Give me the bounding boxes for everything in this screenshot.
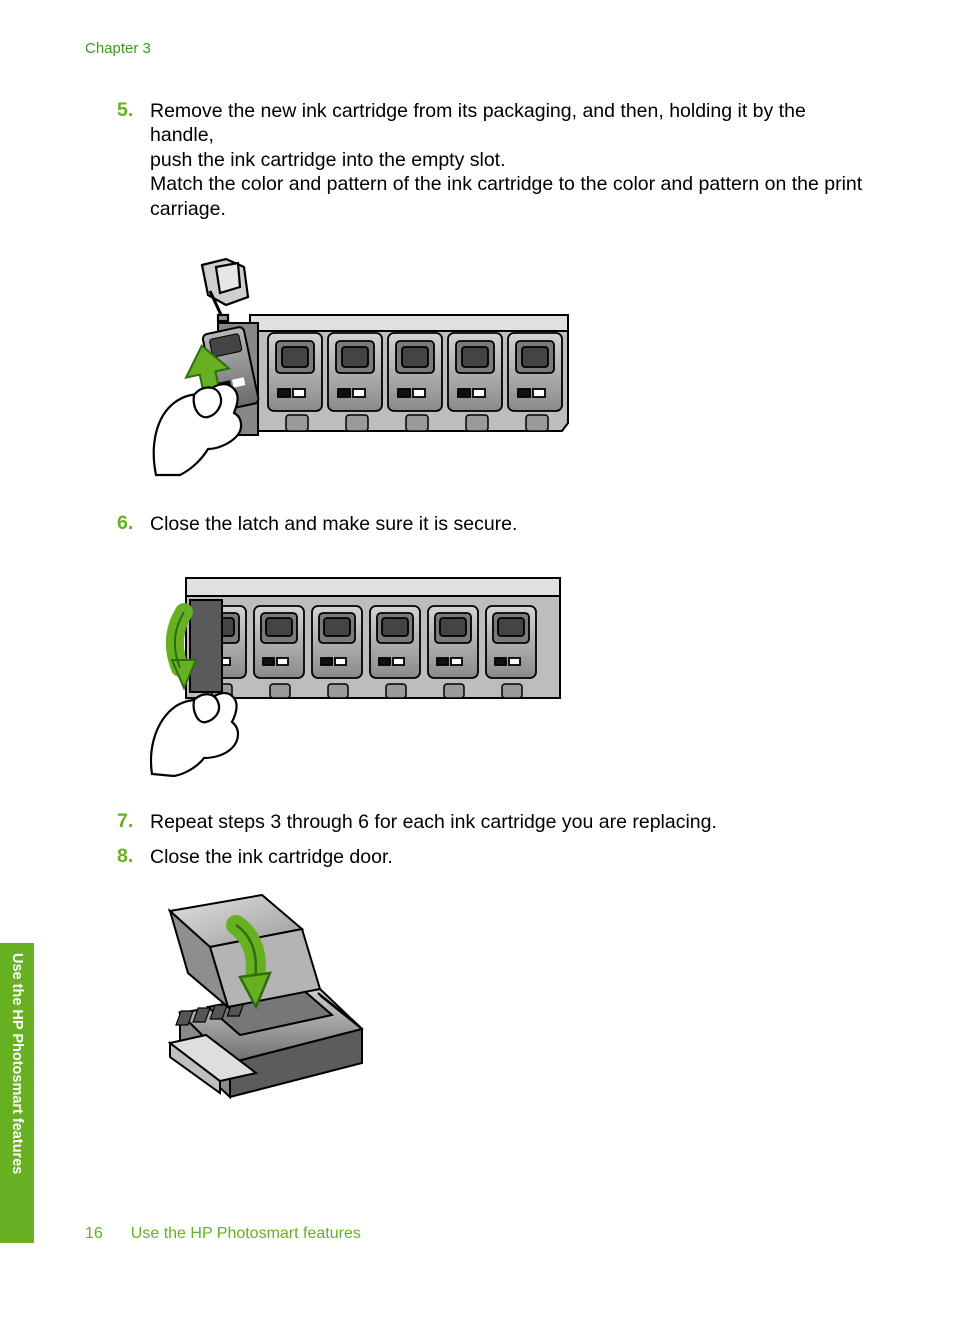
figure-insert-cartridge [150, 245, 869, 480]
step-number: 5. [117, 99, 133, 122]
step-text: Close the latch and make sure it is secu… [150, 512, 869, 536]
figure-close-door [150, 893, 869, 1105]
step-7: 7. Repeat steps 3 through 6 for each ink… [150, 810, 869, 834]
step-text: Remove the new ink cartridge from its pa… [150, 99, 869, 221]
steps-list: 5. Remove the new ink cartridge from its… [150, 99, 869, 1105]
page: Chapter 3 5. Remove the new ink cartridg… [0, 0, 954, 1321]
chapter-header: Chapter 3 [85, 40, 869, 57]
step-6: 6. Close the latch and make sure it is s… [150, 512, 869, 778]
step-number: 7. [117, 810, 133, 833]
side-tab: Use the HP Photosmart features [0, 943, 34, 1243]
page-footer: 16 Use the HP Photosmart features [85, 1225, 361, 1243]
footer-title: Use the HP Photosmart features [131, 1225, 361, 1243]
step-text: Repeat steps 3 through 6 for each ink ca… [150, 810, 869, 834]
step-number: 8. [117, 845, 133, 868]
page-number: 16 [85, 1225, 103, 1243]
step-8: 8. Close the ink cartridge door. [150, 845, 869, 1105]
figure-close-latch [150, 560, 869, 778]
step-text: Close the ink cartridge door. [150, 845, 869, 869]
side-tab-label: Use the HP Photosmart features [9, 953, 25, 1174]
step-number: 6. [117, 512, 133, 535]
step-5: 5. Remove the new ink cartridge from its… [150, 99, 869, 480]
